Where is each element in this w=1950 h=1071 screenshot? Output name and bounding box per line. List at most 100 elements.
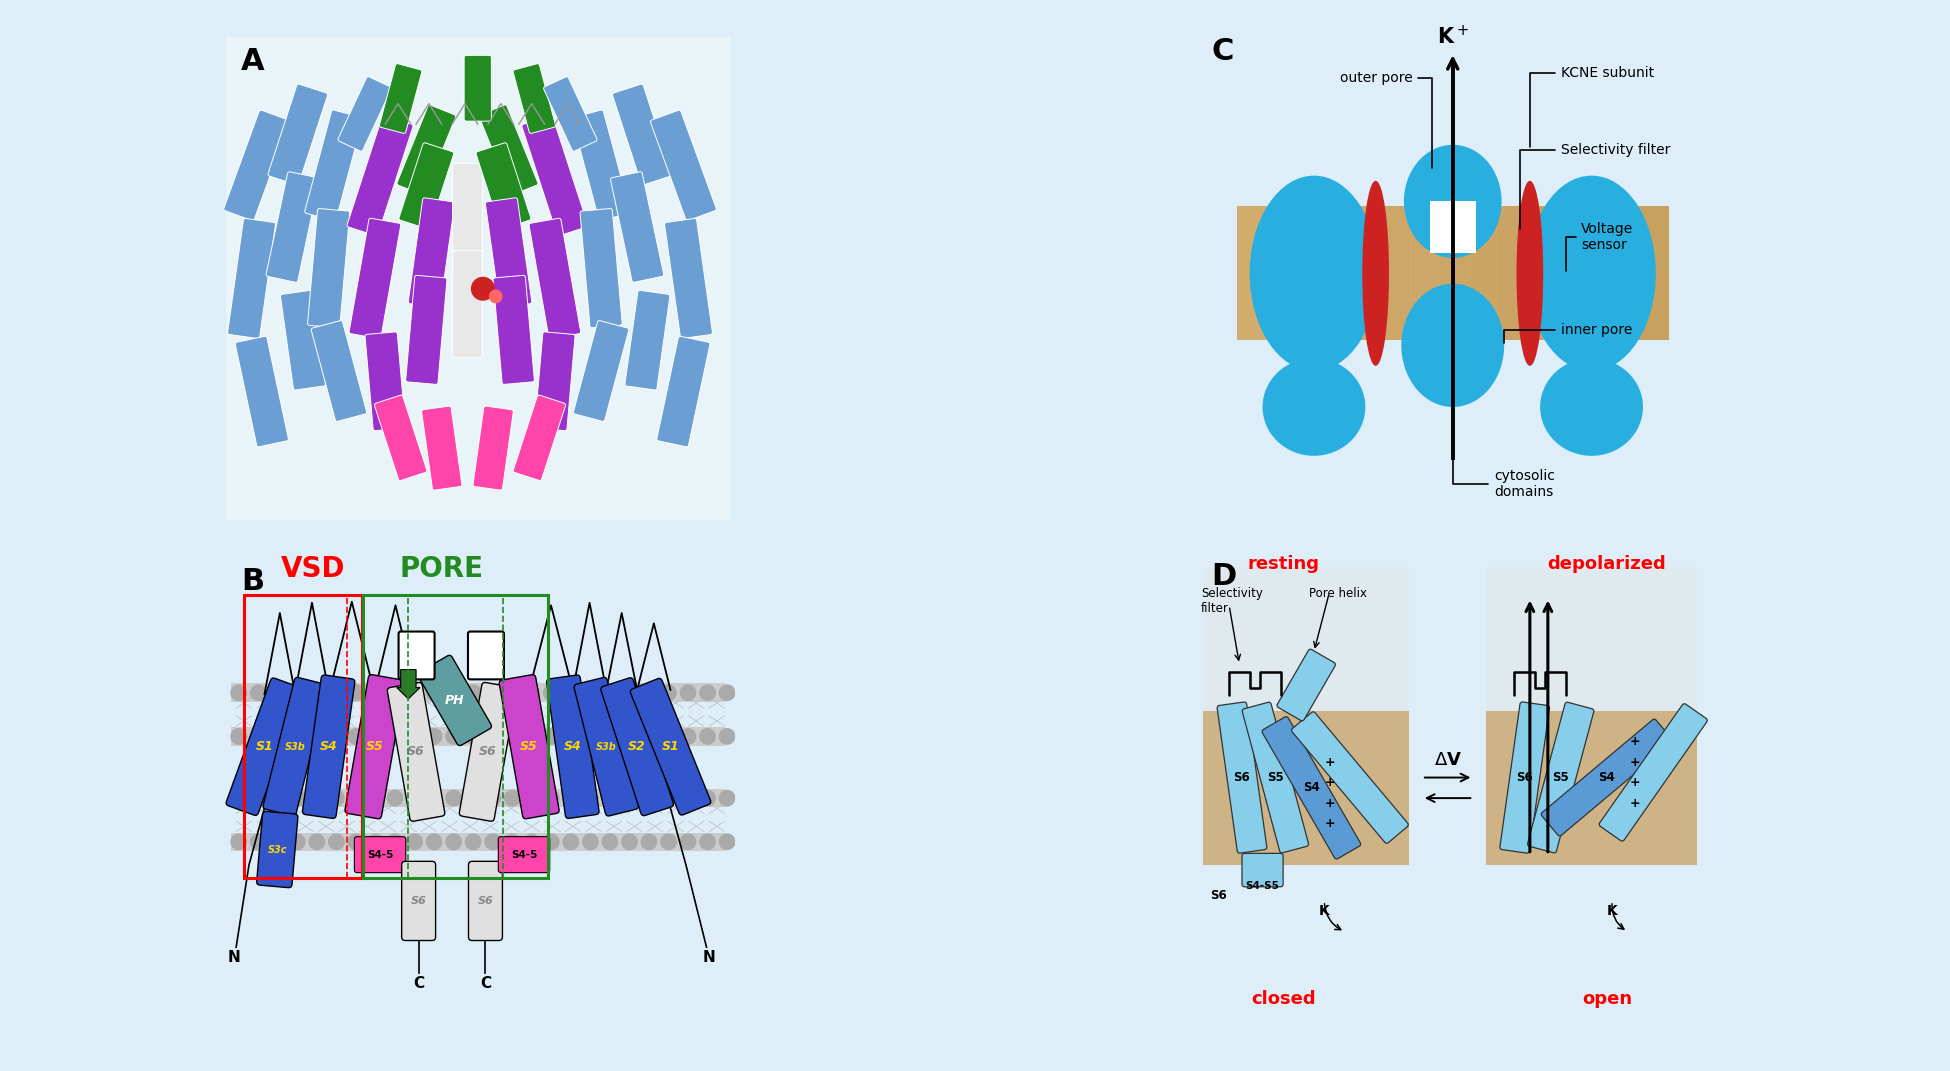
Text: PH: PH [445, 694, 464, 707]
Bar [1439, 207, 1468, 341]
FancyBboxPatch shape [486, 198, 532, 307]
Circle shape [369, 834, 382, 849]
Ellipse shape [1363, 181, 1388, 366]
Bar [1466, 207, 1498, 341]
Text: B: B [242, 567, 265, 595]
FancyBboxPatch shape [398, 632, 435, 679]
FancyBboxPatch shape [573, 320, 628, 422]
Circle shape [720, 834, 735, 849]
Circle shape [681, 834, 696, 849]
Text: Selectivity
filter: Selectivity filter [1201, 587, 1264, 616]
FancyBboxPatch shape [499, 675, 560, 818]
Text: S4: S4 [564, 740, 581, 753]
Text: N: N [228, 950, 240, 965]
FancyBboxPatch shape [665, 218, 712, 338]
FancyBboxPatch shape [601, 678, 673, 816]
Circle shape [564, 728, 579, 744]
Circle shape [230, 790, 246, 805]
Circle shape [525, 685, 540, 700]
Text: K: K [1607, 904, 1617, 918]
FancyBboxPatch shape [1527, 703, 1593, 853]
FancyBboxPatch shape [464, 56, 491, 121]
Circle shape [269, 685, 285, 700]
Circle shape [525, 728, 540, 744]
Text: S4: S4 [1303, 782, 1320, 795]
Text: S5: S5 [367, 740, 384, 753]
FancyBboxPatch shape [523, 116, 587, 236]
Text: closed: closed [1250, 990, 1316, 1008]
FancyBboxPatch shape [228, 218, 275, 338]
Circle shape [642, 790, 657, 805]
Circle shape [525, 790, 540, 805]
Text: A: A [242, 47, 265, 76]
Circle shape [544, 834, 560, 849]
FancyBboxPatch shape [236, 336, 289, 447]
Text: depolarized: depolarized [1548, 556, 1667, 573]
Circle shape [408, 790, 423, 805]
Text: +: + [1630, 735, 1640, 748]
Text: S5: S5 [1268, 771, 1283, 784]
Circle shape [544, 685, 560, 700]
Circle shape [486, 834, 501, 849]
Circle shape [291, 790, 304, 805]
Text: S4-S5: S4-S5 [1246, 880, 1279, 890]
Ellipse shape [1540, 358, 1644, 456]
FancyBboxPatch shape [1599, 704, 1708, 841]
Bar [230, 832, 725, 851]
Circle shape [269, 728, 285, 744]
Circle shape [447, 685, 462, 700]
Circle shape [369, 790, 382, 805]
FancyBboxPatch shape [610, 171, 663, 283]
Circle shape [661, 790, 677, 805]
Circle shape [622, 790, 638, 805]
FancyBboxPatch shape [302, 675, 355, 818]
Text: S6: S6 [478, 896, 493, 906]
Text: C: C [480, 976, 491, 991]
FancyBboxPatch shape [1217, 702, 1268, 854]
Ellipse shape [1527, 176, 1656, 371]
Text: K: K [1318, 904, 1330, 918]
Circle shape [603, 834, 618, 849]
Circle shape [388, 790, 404, 805]
Circle shape [349, 834, 363, 849]
Text: +: + [1326, 817, 1336, 830]
Text: +: + [1326, 776, 1336, 789]
Circle shape [310, 834, 324, 849]
FancyBboxPatch shape [657, 336, 710, 447]
Circle shape [486, 685, 501, 700]
Text: S6: S6 [408, 745, 425, 758]
Circle shape [291, 834, 304, 849]
FancyBboxPatch shape [355, 836, 406, 873]
Circle shape [310, 685, 324, 700]
Text: S6: S6 [480, 745, 497, 758]
Text: VSD: VSD [281, 555, 345, 583]
FancyBboxPatch shape [499, 836, 550, 873]
FancyBboxPatch shape [224, 110, 291, 221]
Circle shape [700, 834, 716, 849]
Circle shape [310, 728, 324, 744]
FancyBboxPatch shape [468, 861, 503, 940]
FancyBboxPatch shape [421, 406, 462, 491]
Circle shape [700, 728, 716, 744]
Circle shape [720, 728, 735, 744]
Circle shape [269, 790, 285, 805]
Circle shape [310, 790, 324, 805]
Text: KCNE subunit: KCNE subunit [1531, 65, 1654, 147]
Bar [1266, 207, 1295, 341]
Bar [1236, 207, 1669, 341]
Circle shape [466, 685, 482, 700]
Circle shape [427, 834, 443, 849]
Text: S5: S5 [521, 740, 538, 753]
Circle shape [349, 685, 363, 700]
Circle shape [603, 685, 618, 700]
Circle shape [603, 790, 618, 805]
Bar [230, 789, 725, 808]
Bar [1381, 207, 1410, 341]
Bar [1351, 207, 1383, 341]
Text: Selectivity filter: Selectivity filter [1519, 142, 1669, 229]
FancyBboxPatch shape [312, 320, 367, 422]
Circle shape [472, 277, 493, 300]
Circle shape [250, 834, 265, 849]
Circle shape [408, 728, 423, 744]
Circle shape [349, 790, 363, 805]
